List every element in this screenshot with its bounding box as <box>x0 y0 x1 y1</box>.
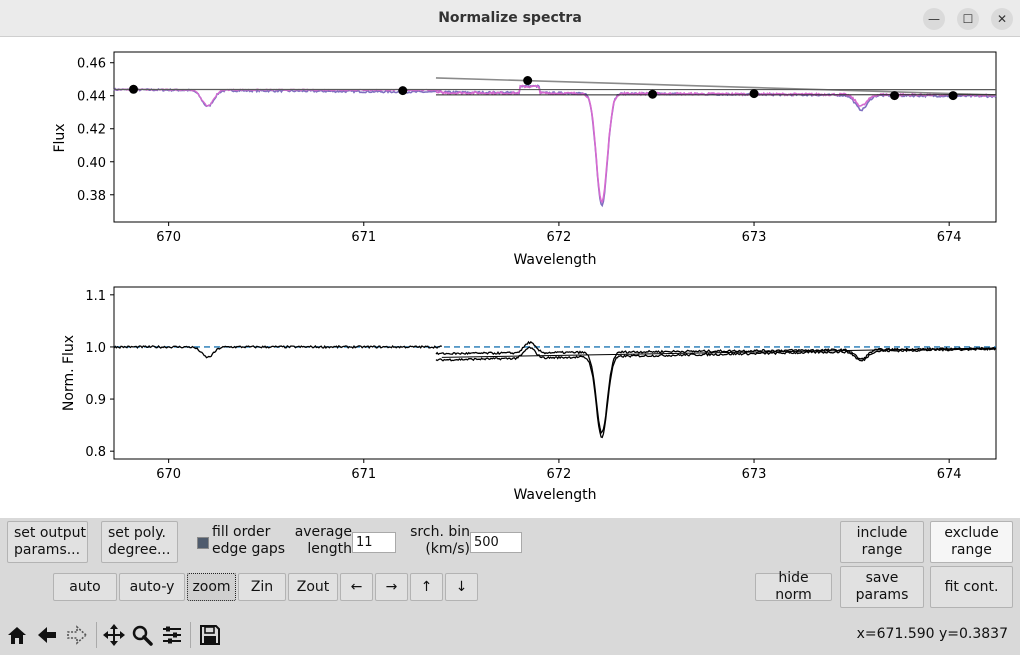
srch-bin-label: srch. bin (km/s) <box>410 524 470 557</box>
continuum-point[interactable] <box>749 89 759 99</box>
x-tick-label: 670 <box>156 230 181 245</box>
bottom-xlabel: Wavelength <box>513 487 596 503</box>
continuum-point[interactable] <box>523 76 533 86</box>
x-tick-label: 672 <box>546 230 571 245</box>
plot-canvas[interactable]: 0.46 0.44 0.42 0.40 0.38 670 671 672 673 674 Wav… <box>0 37 1020 518</box>
pan-left-button[interactable]: ← <box>340 573 373 601</box>
zoom-in-button[interactable]: Zin <box>238 573 286 601</box>
normalized-spectrum <box>435 346 997 439</box>
window-title: Normalize spectra <box>438 10 582 26</box>
top-x-ticks: 670 671 672 673 674 <box>156 222 962 245</box>
plot-svg[interactable]: 0.46 0.44 0.42 0.40 0.38 670 671 672 673 674 Wav… <box>0 37 1020 518</box>
set-output-params-button[interactable]: set output params... <box>7 521 88 563</box>
bottom-ylabel: Norm. Flux <box>61 335 77 411</box>
zoom-button[interactable]: zoom <box>187 573 236 601</box>
minimize-button[interactable]: — <box>923 8 945 30</box>
average-length-input[interactable] <box>352 532 396 553</box>
close-button[interactable]: ✕ <box>991 8 1013 30</box>
x-tick-label: 673 <box>742 230 767 245</box>
cursor-coordinates: x=671.590 y=0.3837 <box>856 626 1008 642</box>
toolbar-separator <box>96 622 97 648</box>
home-icon[interactable] <box>5 622 29 648</box>
y-tick-label: 1.1 <box>85 289 106 304</box>
pan-icon[interactable] <box>102 622 126 648</box>
top-y-ticks: 0.46 0.44 0.42 0.40 0.38 <box>77 57 114 204</box>
forward-icon[interactable] <box>65 622 89 648</box>
configure-icon[interactable] <box>160 622 184 648</box>
continuum-point[interactable] <box>948 91 958 101</box>
fill-order-label: fill order edge gaps <box>212 524 286 557</box>
normalized-fit-line <box>441 347 997 358</box>
save-params-button[interactable]: save params <box>840 566 924 608</box>
y-tick-label: 0.9 <box>85 393 106 408</box>
x-tick-label: 672 <box>546 467 571 482</box>
bottom-x-ticks: 670 671 672 673 674 <box>156 459 962 482</box>
bottom-axes-frame <box>113 286 997 460</box>
x-tick-label: 674 <box>937 467 962 482</box>
pan-right-button[interactable]: → <box>375 573 408 601</box>
x-tick-label: 674 <box>937 230 962 245</box>
top-ylabel: Flux <box>52 123 68 152</box>
y-tick-label: 0.46 <box>77 57 106 72</box>
fill-order-checkbox[interactable] <box>197 537 209 549</box>
pan-down-button[interactable]: ↓ <box>445 573 478 601</box>
continuum-points[interactable] <box>129 76 958 101</box>
top-axes: 0.46 0.44 0.42 0.40 0.38 670 671 672 673 674 Wav… <box>52 51 997 268</box>
y-tick-label: 0.42 <box>77 123 106 138</box>
top-xlabel: Wavelength <box>513 252 596 268</box>
include-range-button[interactable]: include range <box>840 521 924 563</box>
title-bar: Normalize spectra — ☐ ✕ <box>0 0 1020 37</box>
continuum-point[interactable] <box>890 91 900 101</box>
save-icon[interactable] <box>198 622 222 648</box>
y-tick-label: 0.8 <box>85 445 106 460</box>
hide-norm-button[interactable]: hide norm <box>755 570 832 603</box>
y-tick-label: 0.38 <box>77 189 106 204</box>
x-tick-label: 670 <box>156 467 181 482</box>
continuum-point[interactable] <box>648 89 658 99</box>
x-tick-label: 671 <box>351 230 376 245</box>
zoom-icon[interactable] <box>130 622 154 648</box>
zoom-out-button[interactable]: Zout <box>288 573 338 601</box>
fit-cont-button[interactable]: fit cont. <box>930 566 1013 608</box>
srch-bin-input[interactable] <box>470 532 522 553</box>
normalized-spectrum <box>113 344 443 359</box>
back-icon[interactable] <box>35 622 59 648</box>
y-tick-label: 0.44 <box>77 90 106 105</box>
pan-up-button[interactable]: ↑ <box>410 573 443 601</box>
continuum-point[interactable] <box>398 86 408 96</box>
auto-button[interactable]: auto <box>53 573 117 601</box>
exclude-range-button[interactable]: exclude range <box>930 521 1013 563</box>
bottom-axes: 1.11.00.90.8 670 671 672 673 674 Wavelength … <box>61 286 997 503</box>
bottom-y-ticks: 1.1 1.0 0.9 0.8 <box>85 289 114 460</box>
maximize-button[interactable]: ☐ <box>957 8 979 30</box>
toolbar-separator <box>190 622 191 648</box>
continuum-point[interactable] <box>129 84 139 94</box>
x-tick-label: 671 <box>351 467 376 482</box>
top-axes-frame <box>113 51 997 223</box>
bottom-series <box>113 340 997 439</box>
y-tick-label: 1.0 <box>85 341 106 356</box>
x-tick-label: 673 <box>742 467 767 482</box>
auto-y-button[interactable]: auto-y <box>119 573 185 601</box>
set-poly-degree-button[interactable]: set poly. degree... <box>101 521 178 563</box>
average-length-label: average length <box>294 524 352 557</box>
y-tick-label: 0.40 <box>77 156 106 171</box>
